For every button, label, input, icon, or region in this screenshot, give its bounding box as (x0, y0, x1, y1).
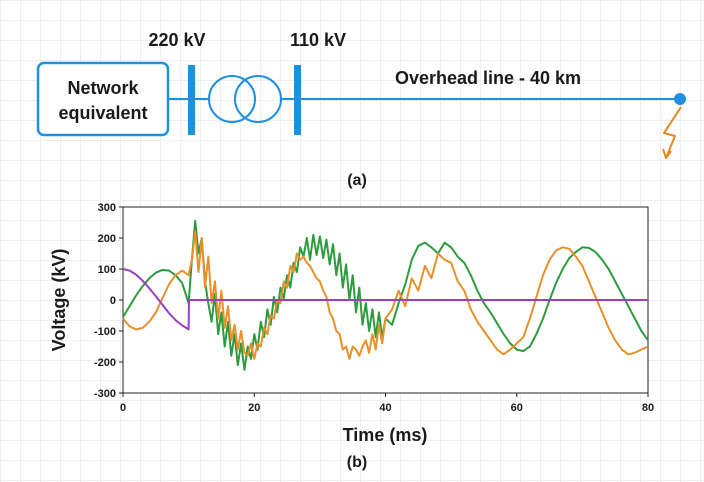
x-tick-label: 60 (511, 402, 523, 414)
y-tick-label: -300 (94, 388, 116, 400)
y-tick-label: 200 (98, 233, 116, 245)
lightning-bolt-icon (662, 106, 682, 159)
busbar-220kv (188, 65, 195, 135)
y-tick-label: 100 (98, 264, 116, 276)
series-group (122, 219, 649, 371)
busbar-110kv (294, 65, 301, 135)
x-tick-label: 40 (379, 402, 391, 414)
series-line-3 (122, 268, 648, 331)
caption-b: (b) (347, 454, 367, 471)
overhead-line-label: Overhead line - 40 km (395, 68, 581, 88)
series-line-2 (122, 230, 649, 360)
x-tick-label: 80 (642, 402, 654, 414)
voltage-220kv-label: 220 kV (148, 30, 205, 50)
y-axis: 300 200 100 0 -100 -200 -300 (94, 202, 123, 400)
y-axis-label: Voltage (kV) (49, 249, 69, 352)
x-axis-label: Time (ms) (343, 425, 428, 445)
transformer-winding-primary (208, 75, 256, 123)
y-tick-label: -200 (94, 357, 116, 369)
single-line-diagram: Network equivalent 220 kV 110 kV Overhea… (36, 30, 686, 189)
series-line-1 (122, 219, 649, 371)
caption-a: (a) (347, 172, 367, 189)
x-tick-label: 0 (120, 402, 126, 414)
y-tick-label: 0 (110, 295, 116, 307)
x-tick-label: 20 (248, 402, 260, 414)
network-label-line1: Network (67, 78, 139, 98)
y-tick-label: -100 (94, 326, 116, 338)
transformer-winding-secondary (234, 75, 282, 123)
network-equivalent-box (36, 61, 170, 137)
x-axis: 0 20 40 60 80 (120, 393, 654, 414)
line-end-node (674, 93, 686, 105)
network-label-line2: equivalent (58, 103, 147, 123)
voltage-110kv-label: 110 kV (290, 30, 346, 50)
voltage-chart: 300 200 100 0 -100 -200 -300 0 20 40 60 80 Voltage… (49, 202, 654, 471)
y-tick-label: 300 (98, 202, 116, 214)
